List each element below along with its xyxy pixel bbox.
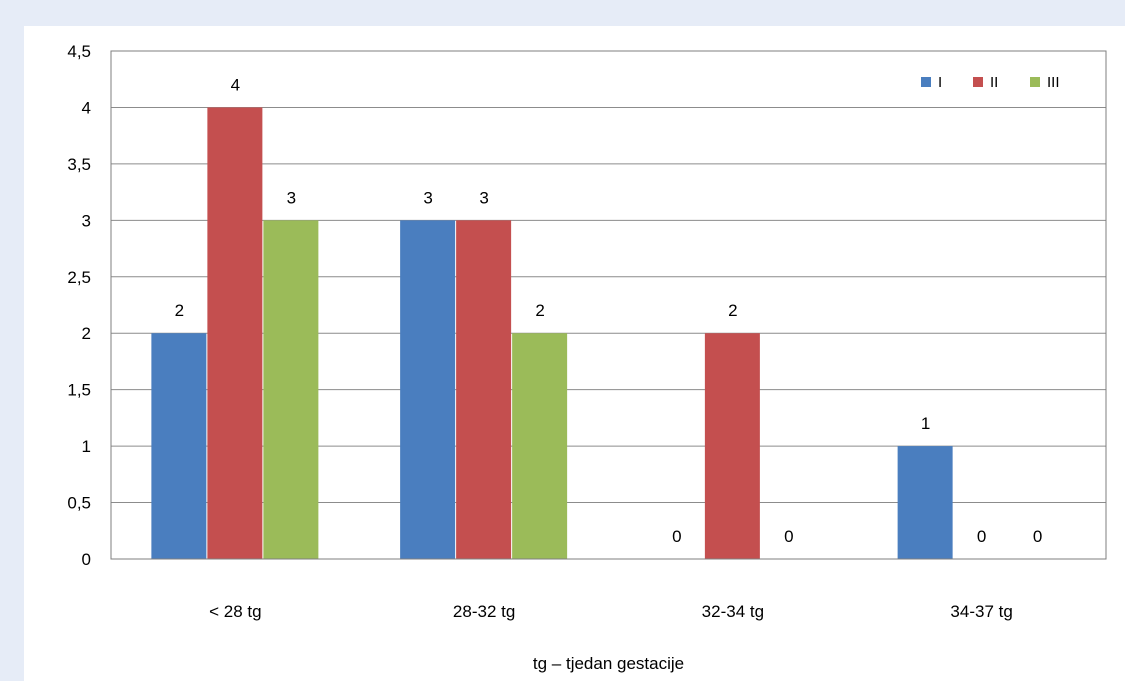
y-tick-label: 0 — [82, 550, 91, 569]
legend: I II III — [921, 74, 1060, 91]
legend-label: II — [990, 74, 998, 91]
bar — [400, 220, 456, 560]
y-tick-label: 3,5 — [67, 155, 91, 174]
y-tick-label: 2 — [82, 324, 91, 343]
bar — [897, 446, 953, 559]
y-tick-label: 4 — [82, 98, 91, 117]
data-label: 2 — [728, 301, 737, 320]
category-label: 34-37 tg — [950, 602, 1012, 621]
legend-swatch — [1030, 77, 1040, 87]
data-label: 0 — [784, 527, 793, 546]
bars — [151, 107, 953, 560]
bar — [704, 333, 760, 559]
data-label: 4 — [231, 75, 240, 94]
data-label: 3 — [287, 188, 296, 207]
legend-swatch — [973, 77, 983, 87]
bar — [151, 333, 207, 559]
y-tick-label: 1 — [82, 437, 91, 456]
y-tick-label: 4,5 — [67, 42, 91, 61]
data-labels: 2 4 3 3 3 2 0 2 0 1 0 0 — [175, 75, 1043, 546]
data-label: 3 — [423, 188, 432, 207]
bar — [207, 107, 263, 559]
chart-panel: 0 0,5 1 1,5 2 2,5 3 3,5 4 4,5 2 4 3 3 3 2 0 2 0 1 0 0 < 28 t… — [24, 26, 1125, 681]
category-label: 28-32 tg — [453, 602, 515, 621]
y-tick-label: 0,5 — [67, 494, 91, 513]
y-tick-label: 3 — [82, 211, 91, 230]
category-labels: < 28 tg 28-32 tg 32-34 tg 34-37 tg — [209, 602, 1013, 621]
category-label: < 28 tg — [209, 602, 261, 621]
x-axis-title: tg – tjedan gestacije — [533, 654, 684, 673]
data-label: 0 — [1033, 527, 1042, 546]
plot-area-border — [110, 50, 1107, 560]
bar-chart: 0 0,5 1 1,5 2 2,5 3 3,5 4 4,5 2 4 3 3 3 2 0 2 0 1 0 0 < 28 t… — [67, 42, 1107, 673]
legend-label: III — [1047, 74, 1060, 91]
data-label: 1 — [921, 414, 930, 433]
y-axis-ticks: 0 0,5 1 1,5 2 2,5 3 3,5 4 4,5 — [67, 42, 91, 569]
data-label: 2 — [535, 301, 544, 320]
bar — [263, 220, 319, 560]
bar — [512, 333, 568, 559]
legend-label: I — [938, 74, 942, 91]
data-label: 0 — [977, 527, 986, 546]
y-tick-label: 1,5 — [67, 381, 91, 400]
data-label: 3 — [479, 188, 488, 207]
category-label: 32-34 tg — [702, 602, 764, 621]
data-label: 0 — [672, 527, 681, 546]
y-tick-label: 2,5 — [67, 268, 91, 287]
legend-swatch — [921, 77, 931, 87]
data-label: 2 — [175, 301, 184, 320]
bar — [456, 220, 512, 560]
